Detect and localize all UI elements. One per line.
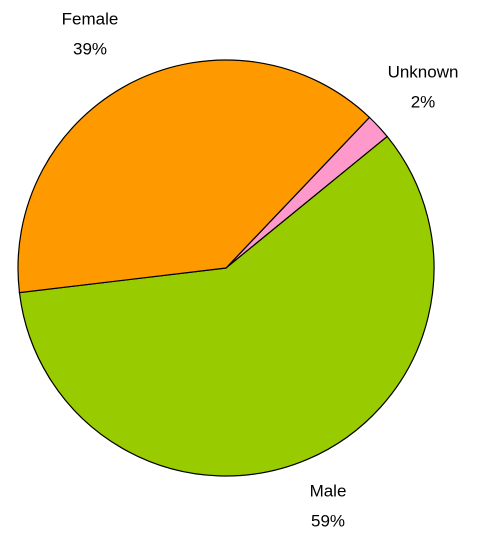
slice-value-label: 2%: [411, 92, 436, 111]
slice-name: Male: [310, 481, 347, 500]
slice-value-label: 39%: [73, 39, 107, 58]
pie-slice: [18, 135, 435, 477]
pie-slice: [17, 59, 371, 294]
slice-name: Female: [62, 9, 119, 28]
slice-value-label: 59%: [311, 511, 345, 530]
slice-name: Unknown: [388, 62, 459, 81]
